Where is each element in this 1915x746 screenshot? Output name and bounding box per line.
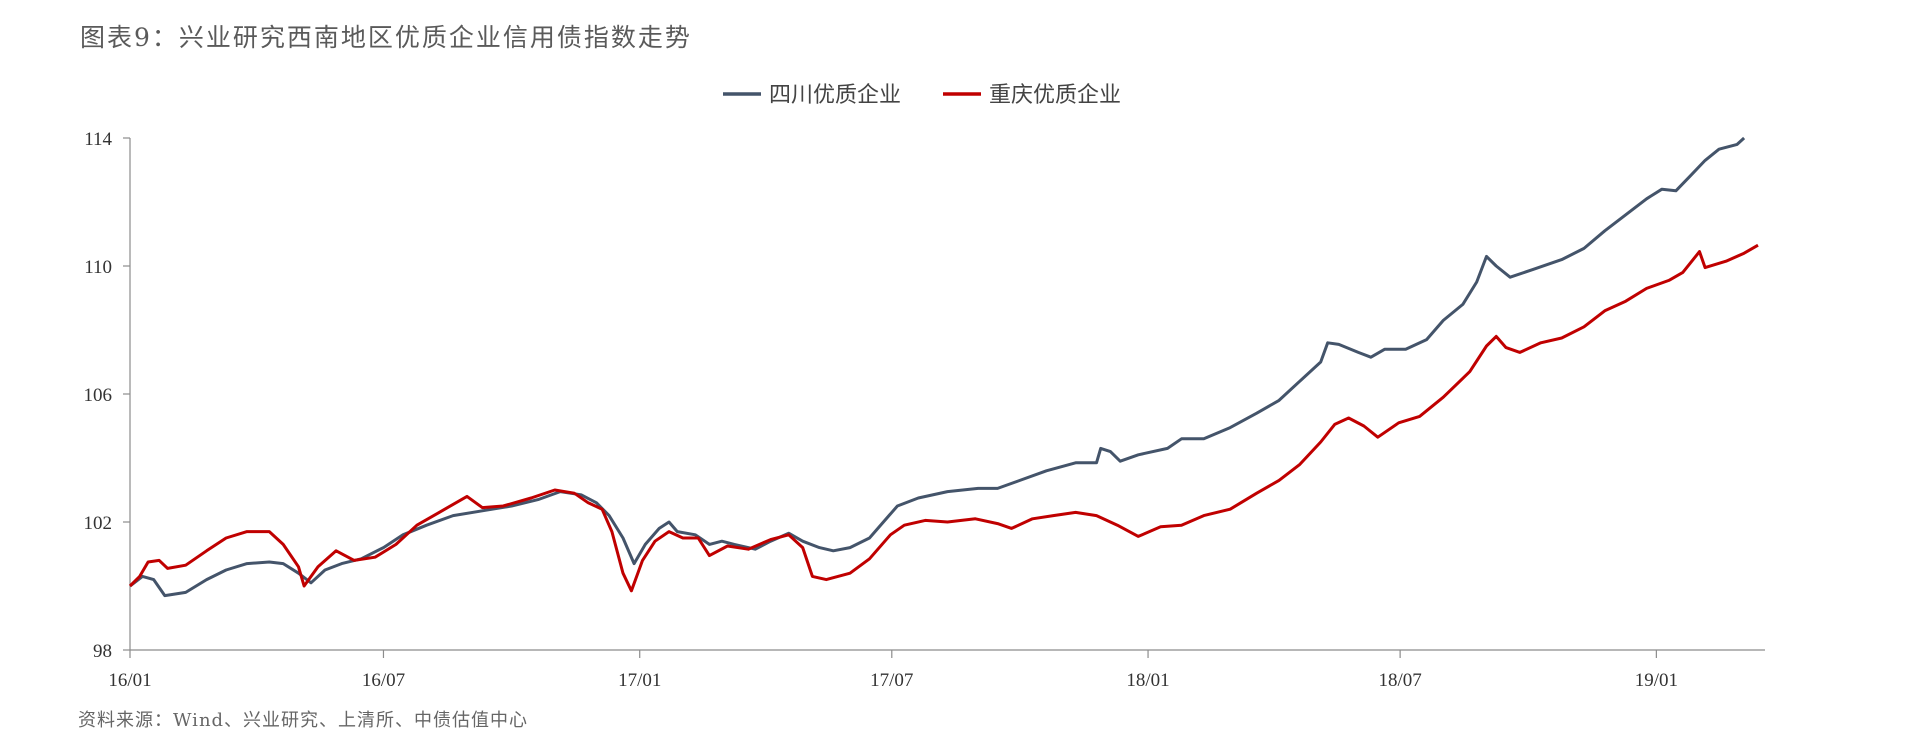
y-tick-label: 110	[84, 257, 112, 278]
y-tick-label: 102	[84, 513, 113, 534]
x-tick-label: 18/01	[1126, 670, 1169, 691]
x-tick-label: 18/07	[1378, 670, 1421, 691]
source-note: 资料来源：Wind、兴业研究、上清所、中债估值中心	[78, 710, 529, 731]
y-tick-label: 114	[84, 129, 112, 150]
legend: 四川优质企业 重庆优质企业	[723, 83, 1121, 108]
x-tick-label: 19/01	[1635, 670, 1678, 691]
legend-label-1: 四川优质企业	[769, 83, 901, 108]
chart-title: 图表9：兴业研究西南地区优质企业信用债指数走势	[80, 23, 692, 52]
y-tick-label: 98	[93, 641, 112, 662]
x-tick-label: 17/07	[870, 670, 913, 691]
x-tick-label: 16/07	[362, 670, 405, 691]
series-line-1	[129, 136, 1746, 598]
axes: 114 110 106 102 98 16/01 16/07 17/01 17/07 18/01 1…	[84, 129, 1765, 691]
x-tick-label: 17/01	[618, 670, 661, 691]
legend-label-2: 重庆优质企业	[989, 83, 1121, 108]
y-tick-label: 106	[84, 385, 113, 406]
series-line-2	[128, 243, 1759, 593]
x-tick-label: 16/01	[108, 670, 151, 691]
series-layer	[128, 136, 1759, 598]
